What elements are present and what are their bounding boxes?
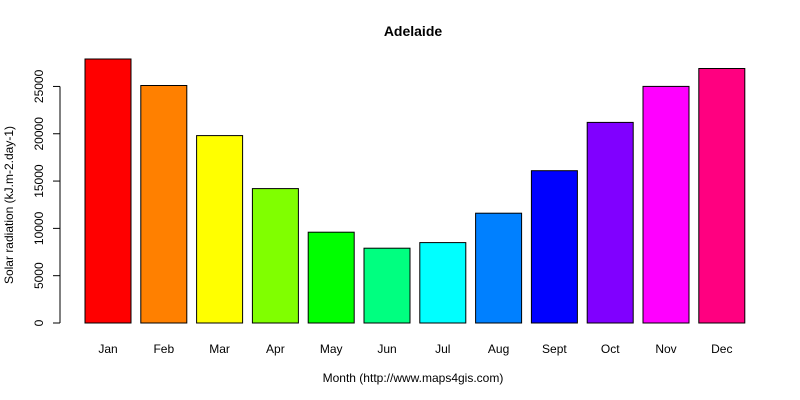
- x-tick-label: Jul: [435, 342, 450, 356]
- x-axis-label: Month (http://www.maps4gis.com): [323, 371, 504, 385]
- x-tick-label: Sept: [542, 342, 567, 356]
- x-tick-labels: Jan Feb Mar Apr May Jun Jul Aug Sept Oct Nov Dec: [98, 342, 732, 356]
- x-tick-label: Apr: [266, 342, 285, 356]
- bar-apr: [251, 188, 299, 324]
- x-tick-label: Aug: [488, 342, 509, 356]
- bars: [84, 58, 746, 324]
- y-axis-label: Solar radiation (kJ.m-2.day-1): [2, 126, 16, 284]
- y-tick-label: 25000: [32, 69, 46, 103]
- x-tick-label: Dec: [711, 342, 732, 356]
- y-tick-label: 0: [32, 319, 46, 326]
- x-tick-label: May: [320, 342, 343, 356]
- y-tick-label: 10000: [32, 211, 46, 245]
- bar-dec: [698, 68, 746, 324]
- x-tick-label: Feb: [153, 342, 174, 356]
- x-tick-label: Jan: [98, 342, 117, 356]
- y-axis: 0 5000 10000 15000 20000 25000: [32, 69, 61, 326]
- y-tick-label: 20000: [32, 117, 46, 151]
- y-tick-label: 5000: [32, 262, 46, 289]
- bar-aug: [475, 212, 523, 324]
- x-tick-label: Oct: [601, 342, 620, 356]
- x-tick-label: Nov: [655, 342, 676, 356]
- bar-mar: [196, 135, 244, 324]
- bar-may: [307, 231, 355, 324]
- x-tick-label: Jun: [377, 342, 396, 356]
- bar-jan: [84, 58, 132, 324]
- x-tick-label: Mar: [209, 342, 230, 356]
- bar-sept: [530, 170, 578, 324]
- bar-jun: [363, 247, 411, 324]
- bar-nov: [642, 85, 690, 324]
- bar-jul: [419, 242, 467, 324]
- bar-oct: [586, 121, 634, 324]
- bar-feb: [140, 85, 188, 324]
- chart-title: Adelaide: [384, 23, 443, 39]
- y-tick-label: 15000: [32, 164, 46, 198]
